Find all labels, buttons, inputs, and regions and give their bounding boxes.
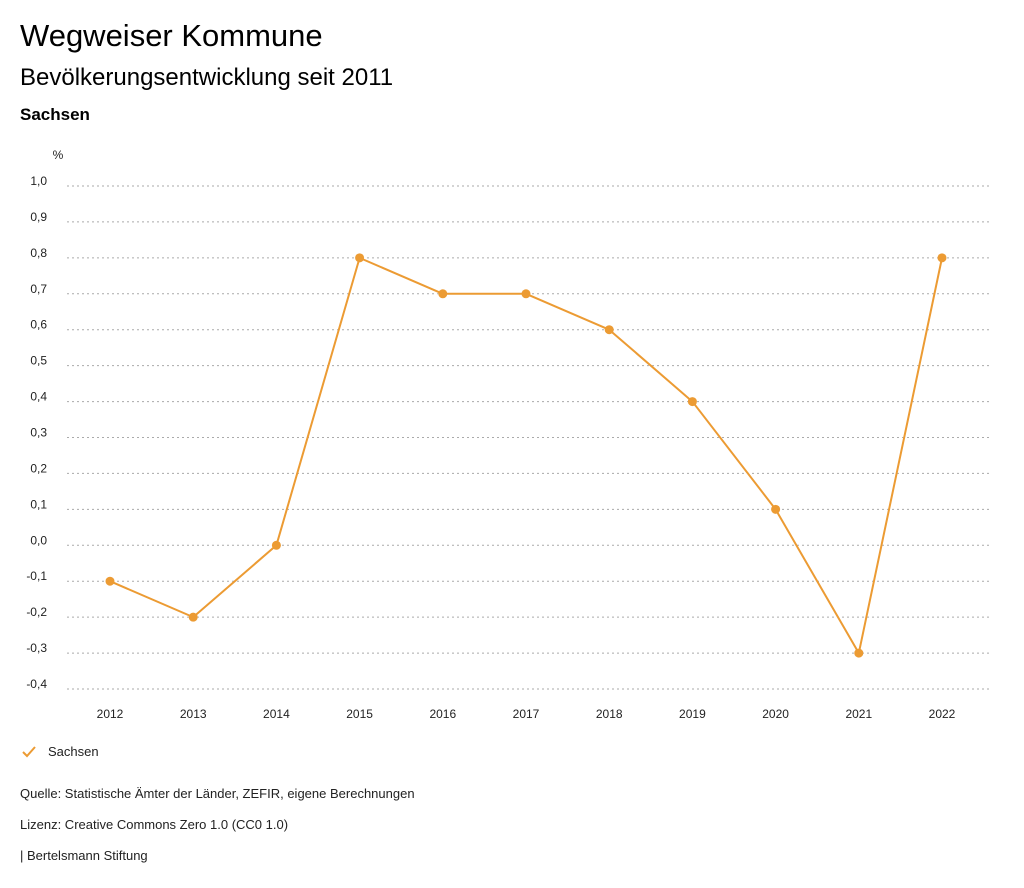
x-tick-label: 2020 — [762, 707, 789, 721]
x-tick-label: 2018 — [596, 707, 623, 721]
series-sachsen[interactable] — [105, 253, 947, 658]
license-note: Lizenz: Creative Commons Zero 1.0 (CC0 1… — [20, 817, 289, 832]
x-tick-label: 2019 — [679, 707, 706, 721]
y-tick-label: -0,4 — [26, 677, 47, 691]
y-tick-label: 0,4 — [30, 390, 47, 404]
publisher-note: | Bertelsmann Stiftung — [20, 848, 148, 863]
data-point[interactable] — [521, 289, 531, 299]
grid — [67, 185, 990, 690]
page-title: Wegweiser Kommune — [20, 18, 323, 53]
y-tick-label: 0,7 — [30, 282, 47, 296]
x-tick-label: 2017 — [513, 707, 540, 721]
y-tick-label: -0,2 — [26, 605, 47, 619]
y-axis-unit: % — [53, 148, 64, 162]
y-tick-label: 0,0 — [30, 533, 47, 547]
source-note: Quelle: Statistische Ämter der Länder, Z… — [20, 786, 415, 801]
chart-subtitle: Bevölkerungsentwicklung seit 2011 — [20, 64, 394, 91]
y-axis: % -0,4 -0,3 -0,2 -0,1 0,0 0,1 0,2 0,3 0,4 0,5 0,6 0… — [26, 148, 63, 691]
y-tick-label: -0,1 — [26, 569, 47, 583]
x-tick-label: 2014 — [263, 707, 290, 721]
y-tick-label: 0,5 — [30, 354, 47, 368]
x-tick-label: 2015 — [346, 707, 373, 721]
legend-item-sachsen[interactable]: Sachsen — [22, 744, 99, 759]
y-tick-label: 0,9 — [30, 210, 47, 224]
y-tick-label: -0,3 — [26, 641, 47, 655]
y-tick-label: 1,0 — [30, 174, 47, 188]
line-chart: % -0,4 -0,3 -0,2 -0,1 0,0 0,1 0,2 0,3 0,4 0,5 0,6 0… — [26, 148, 990, 721]
y-tick-label: 0,1 — [30, 497, 47, 511]
check-icon — [22, 745, 36, 757]
y-tick-label: 0,6 — [30, 318, 47, 332]
data-point[interactable] — [604, 325, 614, 335]
data-point[interactable] — [105, 576, 115, 586]
data-point[interactable] — [937, 253, 947, 263]
legend-label: Sachsen — [48, 744, 99, 759]
x-tick-label: 2022 — [929, 707, 956, 721]
x-tick-label: 2016 — [429, 707, 456, 721]
data-point[interactable] — [687, 397, 697, 407]
series-line — [109, 256, 943, 655]
x-tick-label: 2013 — [180, 707, 207, 721]
data-point[interactable] — [771, 504, 781, 514]
data-point[interactable] — [438, 289, 448, 299]
y-tick-label: 0,2 — [30, 461, 47, 475]
y-tick-label: 0,3 — [30, 426, 47, 440]
x-tick-label: 2021 — [845, 707, 872, 721]
y-tick-label: 0,8 — [30, 246, 47, 260]
data-point[interactable] — [271, 540, 281, 550]
x-axis: 2012 2013 2014 2015 2016 2017 2018 2019 2020 2021… — [97, 707, 956, 721]
x-tick-label: 2012 — [97, 707, 124, 721]
data-point[interactable] — [188, 612, 198, 622]
region-label: Sachsen — [20, 105, 90, 124]
data-point[interactable] — [355, 253, 365, 263]
data-point[interactable] — [854, 648, 864, 658]
